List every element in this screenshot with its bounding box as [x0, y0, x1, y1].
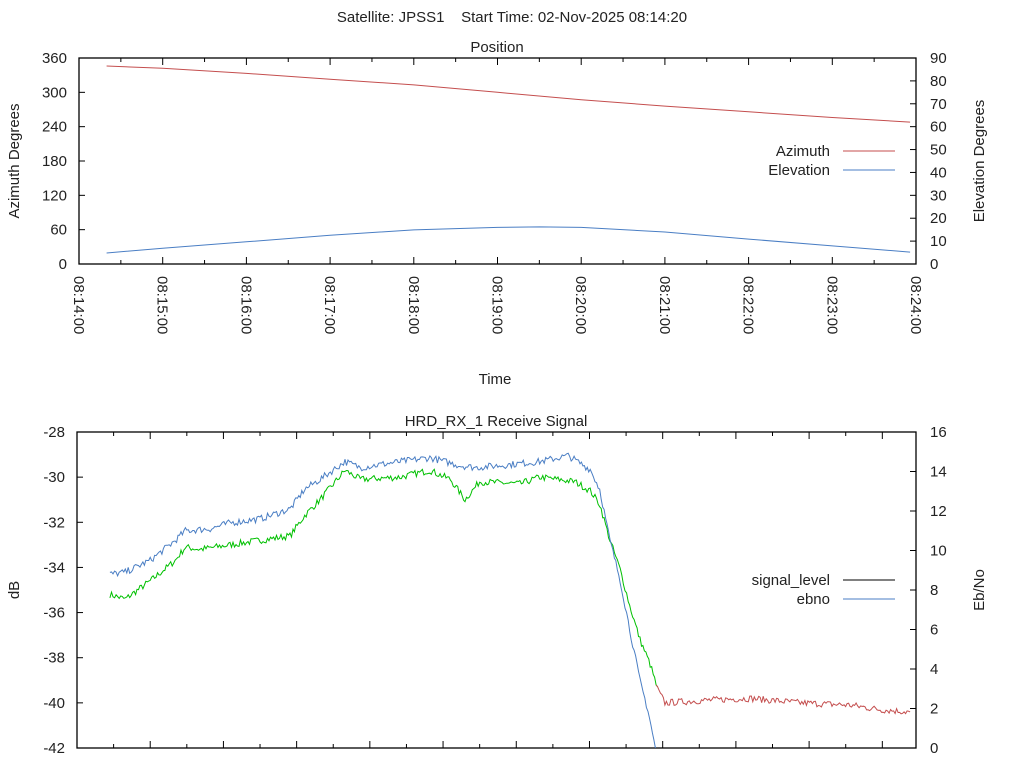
y2-tick-label: 60: [930, 119, 947, 136]
position-chart-title: Position: [470, 39, 523, 56]
y2-tick-label: 4: [930, 661, 938, 678]
y2-tick-label: 20: [930, 210, 947, 227]
y2-tick-label: 0: [930, 740, 938, 757]
plot-border: [76, 431, 917, 749]
y-tick-label: -40: [43, 695, 65, 712]
azimuth-axis-label: Azimuth Degrees: [6, 103, 23, 218]
y-tick-label: -30: [43, 469, 65, 486]
y-tick-label: -38: [43, 650, 65, 667]
y-tick-label: 120: [42, 187, 67, 204]
plot-border: [78, 57, 917, 265]
x-tick-label: 08:19:00: [489, 276, 506, 334]
legend-label-signal-level: signal_level: [752, 572, 830, 589]
y2-tick-label: 2: [930, 701, 938, 718]
y2-tick-label: 10: [930, 543, 947, 560]
series-line-ebno: [109, 452, 656, 749]
y2-tick-label: 70: [930, 96, 947, 113]
legend-label-ebno: ebno: [797, 591, 830, 608]
x-tick-label: 08:16:00: [237, 276, 254, 334]
y-tick-label: -34: [43, 559, 65, 576]
y2-tick-label: 14: [930, 464, 947, 481]
y2-tick-label: 16: [930, 424, 947, 441]
y-tick-label: 0: [59, 256, 67, 273]
x-tick-label: 08:20:00: [572, 276, 589, 334]
y-tick-label: 300: [42, 84, 67, 101]
signal-chart-title: HRD_RX_1 Receive Signal: [405, 413, 588, 430]
x-tick-label: 08:15:00: [154, 276, 171, 334]
y2-tick-label: 30: [930, 187, 947, 204]
y2-tick-label: 12: [930, 503, 947, 520]
y-tick-label: -32: [43, 514, 65, 531]
y2-tick-label: 90: [930, 50, 947, 67]
y-tick-label: 240: [42, 119, 67, 136]
ebno-axis-label: Eb/No: [971, 569, 988, 611]
y2-tick-label: 80: [930, 73, 947, 90]
y2-tick-label: 8: [930, 582, 938, 599]
legend-label-azimuth: Azimuth: [776, 143, 830, 160]
x-tick-label: 08:17:00: [321, 276, 338, 334]
legend-label-elevation: Elevation: [768, 162, 830, 179]
x-tick-label: 08:14:00: [70, 276, 87, 334]
x-tick-label: 08:23:00: [823, 276, 840, 334]
x-tick-label: 08:18:00: [405, 276, 422, 334]
x-tick-label: 08:22:00: [740, 276, 757, 334]
series-line-azimuth: [106, 65, 911, 123]
y2-tick-label: 50: [930, 142, 947, 159]
y-tick-label: -28: [43, 424, 65, 441]
x-tick-label: 08:21:00: [656, 276, 673, 334]
position-x-axis-label: Time: [479, 371, 512, 388]
y2-tick-label: 40: [930, 164, 947, 181]
y2-tick-label: 10: [930, 233, 947, 250]
y-tick-label: 180: [42, 153, 67, 170]
series-line-signal-level-unlocked: [655, 684, 911, 715]
y-tick-label: 60: [50, 222, 67, 239]
y2-tick-label: 6: [930, 622, 938, 639]
x-tick-label: 08:24:00: [907, 276, 924, 334]
elevation-axis-label: Elevation Degrees: [971, 100, 988, 223]
y-tick-label: -42: [43, 740, 65, 757]
series-line-elevation: [106, 226, 911, 254]
y-tick-label: -36: [43, 605, 65, 622]
series-line-signal-level-locked: [109, 468, 658, 688]
y-tick-label: 360: [42, 50, 67, 67]
y2-tick-label: 0: [930, 256, 938, 273]
page-title: Satellite: JPSS1 Start Time: 02-Nov-2025…: [337, 9, 687, 26]
db-axis-label: dB: [6, 581, 23, 599]
